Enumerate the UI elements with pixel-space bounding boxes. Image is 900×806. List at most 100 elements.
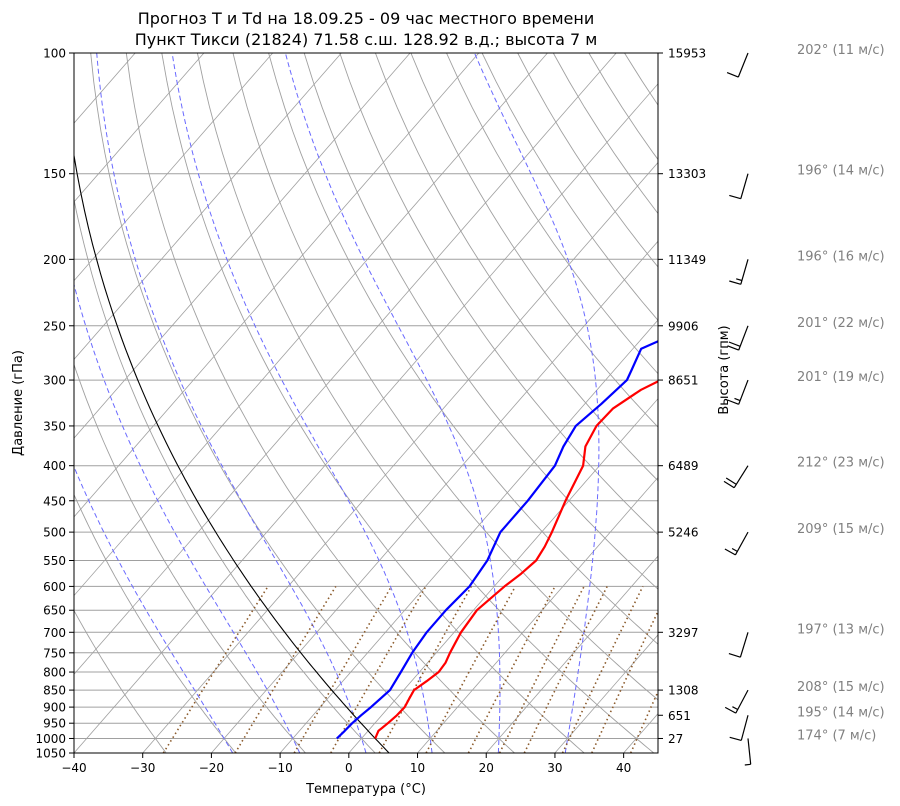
mixing-ratio-line xyxy=(498,586,585,753)
dry-adiabat-line xyxy=(74,197,376,753)
isotherm-line xyxy=(74,83,658,753)
wind-label: 208° (15 м/с) xyxy=(797,680,885,695)
chart-title-line2: Пункт Тикси (21824) 71.58 с.ш. 128.92 в.… xyxy=(135,30,598,49)
x-tick-label: 10 xyxy=(410,761,425,775)
mixing-ratio-line xyxy=(378,586,473,753)
x-tick-label: −30 xyxy=(130,761,155,775)
dry-adiabat-line xyxy=(660,53,900,753)
pressure-tick-label: 950 xyxy=(43,717,66,731)
x-tick-label: 20 xyxy=(479,761,494,775)
isotherm-line xyxy=(74,53,617,675)
dry-adiabat-line xyxy=(196,53,655,753)
pressure-tick-label: 800 xyxy=(43,666,66,680)
isotherm-line xyxy=(142,161,658,753)
isotherm-line xyxy=(485,555,658,753)
pressure-tick-label: 400 xyxy=(43,459,66,473)
pressure-tick-label: 300 xyxy=(43,374,66,388)
pressure-tick-label: 700 xyxy=(43,626,66,640)
wind-barb xyxy=(723,465,749,489)
wind-label: 196° (14 м/с) xyxy=(797,164,885,179)
dry-adiabat-line xyxy=(374,53,658,482)
wind-barb xyxy=(727,325,749,351)
dry-adiabat-line xyxy=(446,53,658,375)
dry-adiabat-line xyxy=(410,53,658,428)
wind-barb xyxy=(744,738,752,766)
dry-adiabat-line xyxy=(161,53,585,753)
pressure-tick-label: 350 xyxy=(43,419,66,433)
wind-label: 212° (23 м/с) xyxy=(797,456,885,471)
dewpoint-profile-line xyxy=(336,340,658,740)
wind-label: 209° (15 м/с) xyxy=(797,522,885,537)
pressure-tick-label: 750 xyxy=(43,646,66,660)
chart-title-line1: Прогноз T и Td на 18.09.25 - 09 час мест… xyxy=(138,9,594,28)
mixing-ratio-line xyxy=(330,585,427,753)
plot-frame xyxy=(73,52,659,754)
height-tick-label: 15953 xyxy=(668,47,706,61)
isotherm-line xyxy=(74,53,548,597)
grid-lines xyxy=(74,53,900,753)
dry-adiabat-line xyxy=(74,493,237,753)
isotherm-line xyxy=(417,476,658,753)
dry-adiabat-line xyxy=(268,53,658,645)
isotherm-line xyxy=(554,634,658,753)
height-tick-label: 651 xyxy=(668,709,691,723)
isotherm-line xyxy=(74,53,480,518)
pressure-tick-label: 650 xyxy=(43,604,66,618)
height-tick-label: 1308 xyxy=(668,684,699,698)
moist-adiabat-line xyxy=(74,465,234,753)
height-tick-label: 13303 xyxy=(668,167,706,181)
mixing-ratio-line xyxy=(523,586,608,753)
dry-adiabat-line xyxy=(74,609,167,753)
height-tick-label: 6489 xyxy=(668,459,699,473)
x-tick-label: −40 xyxy=(61,761,86,775)
data-series xyxy=(336,340,658,740)
wind-barb xyxy=(724,531,749,556)
mixing-ratio-line xyxy=(293,585,393,753)
wind-profile: 202° (11 м/с) 196° (14 м/с) 196° (16 м/с) 2… xyxy=(723,43,885,766)
moist-adiabat-line xyxy=(74,282,301,753)
wind-barb xyxy=(728,632,749,658)
wind-label: 202° (11 м/с) xyxy=(797,43,885,58)
wind-label: 196° (16 м/с) xyxy=(797,249,885,264)
pressure-tick-label: 1000 xyxy=(35,732,66,746)
pressure-tick-label: 900 xyxy=(43,701,66,715)
isotherm-line xyxy=(74,53,411,439)
moist-adiabat-line xyxy=(284,53,501,753)
pressure-tick-label: 1050 xyxy=(35,747,66,761)
height-tick-label: 5246 xyxy=(668,526,699,540)
moist-adiabat-line xyxy=(474,53,600,753)
wind-barb xyxy=(727,379,749,405)
pressure-tick-label: 150 xyxy=(43,167,66,181)
isotherm-line xyxy=(348,398,658,753)
pressure-tick-label: 850 xyxy=(43,684,66,698)
x-tick-label: −20 xyxy=(199,761,224,775)
dry-adiabat-line xyxy=(303,53,658,590)
isotherm-line xyxy=(74,53,205,203)
wind-barb xyxy=(729,173,749,200)
pressure-tick-label: 200 xyxy=(43,253,66,267)
wind-label: 195° (14 м/с) xyxy=(797,705,885,720)
height-tick-label: 11349 xyxy=(668,253,706,267)
wind-barb xyxy=(726,52,749,78)
dry-adiabat-line xyxy=(232,53,658,701)
mixing-ratio-line xyxy=(591,609,658,753)
wind-barb xyxy=(724,689,749,714)
isotherm-line xyxy=(74,53,342,361)
pressure-tick-label: 100 xyxy=(43,47,66,61)
mixing-ratio-line xyxy=(234,585,337,753)
mixing-ratio-line xyxy=(629,689,658,753)
height-axis-label: Высота (гпм) xyxy=(717,325,732,414)
wind-label: 197° (13 м/с) xyxy=(797,622,885,637)
x-tick-label: −10 xyxy=(267,761,292,775)
isotherm-line xyxy=(623,712,658,753)
wind-barb xyxy=(729,259,749,285)
isotherm-line xyxy=(74,53,274,282)
dry-adiabat-line xyxy=(517,53,658,268)
height-tick-label: 3297 xyxy=(668,626,699,640)
moist-adiabat-line xyxy=(96,53,367,753)
x-tick-label: 30 xyxy=(547,761,562,775)
x-axis-label: Температура (°C) xyxy=(305,782,426,797)
wind-label: 201° (19 м/с) xyxy=(797,370,885,385)
